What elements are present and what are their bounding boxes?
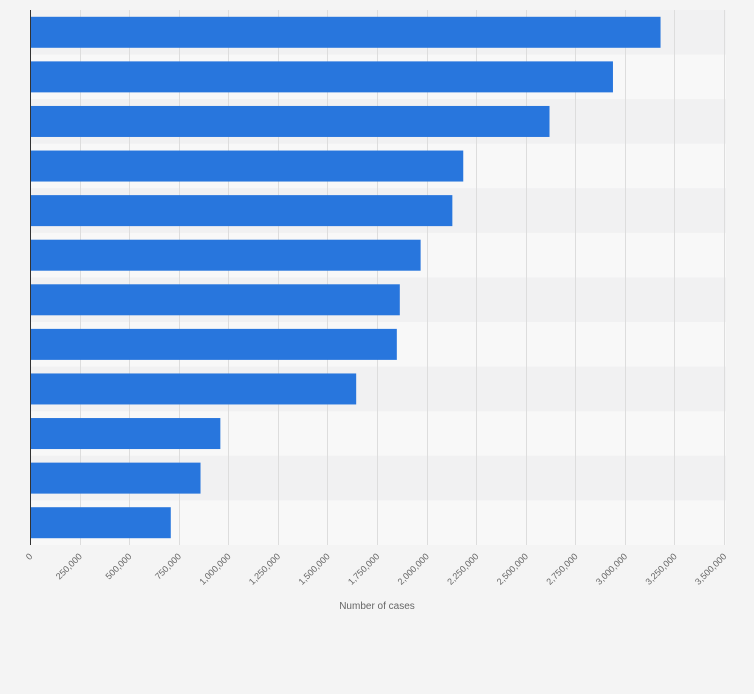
x-tick-label: 2,500,000 — [495, 551, 530, 586]
x-tick-label: 250,000 — [54, 551, 84, 581]
bar[interactable] — [30, 105, 550, 137]
x-tick-label: 3,500,000 — [693, 551, 728, 586]
bar[interactable] — [30, 328, 397, 360]
x-tick-label: 3,250,000 — [643, 551, 678, 586]
bar[interactable] — [30, 195, 453, 227]
x-tick-label: 2,250,000 — [445, 551, 480, 586]
x-tick-label: 3,000,000 — [594, 551, 629, 586]
bar[interactable] — [30, 239, 421, 271]
bar[interactable] — [30, 373, 357, 405]
bar[interactable] — [30, 150, 464, 182]
bar[interactable] — [30, 284, 400, 316]
x-tick-label: 750,000 — [153, 551, 183, 581]
bar[interactable] — [30, 507, 171, 539]
bar[interactable] — [30, 16, 661, 48]
x-tick-label: 500,000 — [103, 551, 133, 581]
x-axis-title: Number of cases — [339, 601, 415, 612]
bar[interactable] — [30, 418, 221, 450]
x-tick-label: 0 — [24, 551, 35, 562]
bar[interactable] — [30, 462, 201, 494]
x-tick-label: 1,500,000 — [296, 551, 331, 586]
x-tick-label: 2,000,000 — [396, 551, 431, 586]
x-tick-label: 1,250,000 — [247, 551, 282, 586]
x-tick-label: 1,000,000 — [197, 551, 232, 586]
bar[interactable] — [30, 61, 613, 93]
x-tick-label: 2,750,000 — [544, 551, 579, 586]
x-tick-label: 1,750,000 — [346, 551, 381, 586]
